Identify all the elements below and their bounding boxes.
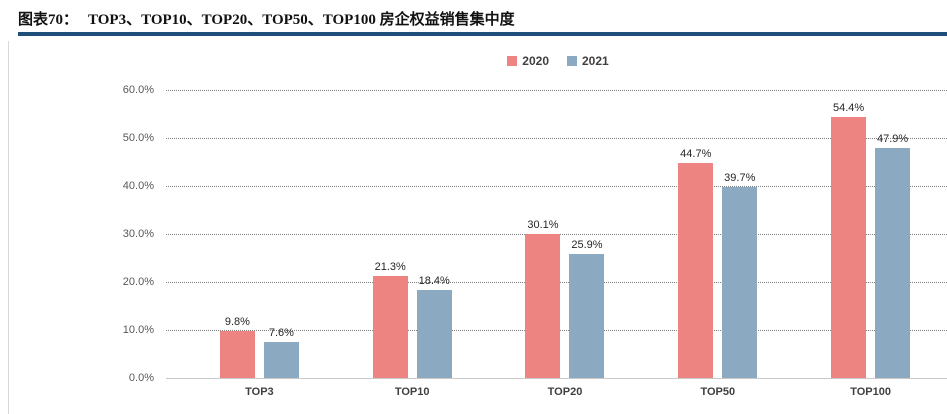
figure-title-text: TOP3、TOP10、TOP20、TOP50、TOP100 房企权益销售集中度 <box>88 12 515 28</box>
bar-group-TOP10: 21.3% 18.4% <box>336 90 489 378</box>
legend-swatch-2020 <box>507 56 518 66</box>
bar-2020-TOP10: 21.3% <box>372 261 408 378</box>
y-tick-label: 0.0% <box>128 372 154 384</box>
y-axis-labels: 0.0% 10.0% 20.0% 30.0% 40.0% 50.0% 60.0% <box>9 84 154 384</box>
bar-2020-TOP3: 9.8% <box>219 316 255 378</box>
y-tick-label: 30.0% <box>122 228 154 240</box>
bar-group-TOP50: 44.7% 39.7% <box>641 90 794 378</box>
figure-number-label: 图表70： <box>18 12 79 28</box>
y-tick-label: 10.0% <box>122 324 154 336</box>
bar-2021-TOP3: 7.6% <box>263 327 299 378</box>
bar-2020-TOP20: 30.1% <box>525 219 561 378</box>
bar-value-label: 54.4% <box>832 101 865 114</box>
title-divider-rule <box>18 32 947 36</box>
bar-value-label: 47.9% <box>876 133 909 146</box>
bar-group-TOP20: 30.1% 25.9% <box>489 90 642 378</box>
bar-2021-TOP10: 18.4% <box>416 275 452 378</box>
bar-value-label: 44.7% <box>680 148 712 161</box>
bar-value-label: 21.3% <box>374 260 406 273</box>
bar-value-label: 25.9% <box>571 238 603 251</box>
x-axis-labels: TOP3 TOP10 TOP20 TOP50 TOP100 <box>183 386 947 404</box>
bar-value-label: 9.8% <box>224 315 250 328</box>
gridline-40.0% <box>166 186 947 187</box>
y-tick-label: 50.0% <box>122 132 154 144</box>
chart-legend: 2020 2021 <box>169 53 947 69</box>
gridline-60.0% <box>166 90 947 91</box>
legend-item-2021: 2021 <box>567 54 609 68</box>
x-axis-line <box>166 378 947 379</box>
bar-chart: 2020 2021 0.0% 10.0% 20.0% 30.0% 40.0% 50.0% 60… <box>8 41 947 414</box>
x-tick-label-TOP10: TOP10 <box>394 386 430 398</box>
bar-value-label: 39.7% <box>724 172 756 185</box>
bar-value-label: 18.4% <box>418 274 450 287</box>
bar-group-TOP100: 54.4% 47.9% <box>794 90 947 378</box>
x-tick-label-TOP3: TOP3 <box>245 386 274 398</box>
figure-title: 图表70： TOP3、TOP10、TOP20、TOP50、TOP100 房企权益销… <box>18 8 947 29</box>
y-tick-label: 40.0% <box>122 180 154 192</box>
bar-2021-TOP100: 47.9% <box>875 133 911 378</box>
legend-swatch-2021 <box>567 56 577 66</box>
y-tick-label: 60.0% <box>122 84 154 96</box>
x-tick-label-TOP20: TOP20 <box>547 386 583 398</box>
bar-2020-TOP50: 44.7% <box>678 148 714 378</box>
bar-2021-TOP20: 25.9% <box>569 239 605 378</box>
bar-group-TOP3: 9.8% 7.6% <box>183 90 336 378</box>
x-tick-label-TOP100: TOP100 <box>850 386 891 398</box>
legend-label: 2021 <box>582 54 609 68</box>
legend-item-2020: 2020 <box>507 54 549 68</box>
bar-value-label: 7.6% <box>268 326 294 339</box>
bar-value-label: 30.1% <box>527 218 559 231</box>
y-tick-label: 20.0% <box>122 276 154 288</box>
x-tick-label-TOP50: TOP50 <box>700 386 736 398</box>
bar-2021-TOP50: 39.7% <box>722 172 758 378</box>
bar-2020-TOP100: 54.4% <box>831 102 867 378</box>
bar-groups: 9.8% 7.6% 21.3% 18.4% 30.1% 25.9% 44.7% 39.7% 54… <box>183 90 947 378</box>
gridline-50.0% <box>166 138 947 139</box>
legend-label: 2020 <box>522 54 549 68</box>
